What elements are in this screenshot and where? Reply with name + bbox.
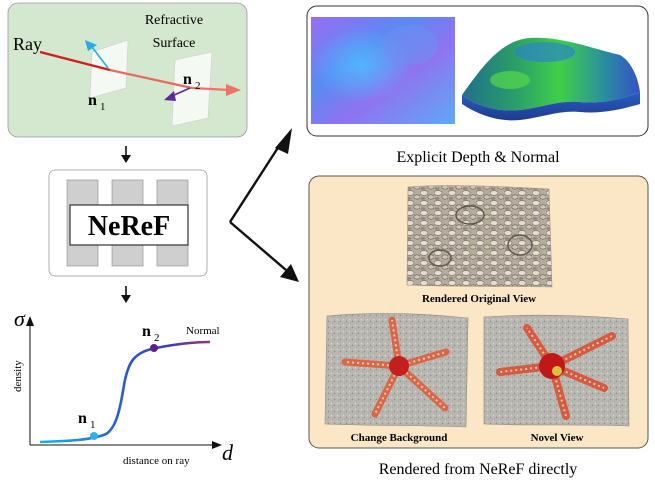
rendered-panel: Rendered Original View Change Background… [308,175,649,449]
density-point-n1 [90,432,98,440]
model-name-box [69,204,189,246]
exit-ray [191,86,231,92]
n1-label: n [88,92,97,109]
n2-subscript: 2 [195,80,201,92]
n2-label: n [183,71,192,88]
density-point-n2 [150,344,158,352]
ray-label: Ray [13,34,42,54]
starfish-1-center [389,356,409,376]
starfish-2-arms [496,324,616,420]
d-symbol: d [222,440,234,465]
change-background-caption: Change Background [351,432,448,444]
starfish-2 [496,324,616,420]
starfish-2-center [539,353,565,379]
normal-1-arrow [91,46,109,69]
normal-1-arrowhead [85,40,97,51]
refraction-panel: Refractive Surface Ray n 1 n 2 [7,2,248,138]
normal-map-patch [382,25,438,65]
incident-ray [39,50,111,72]
explicit-caption: Explicit Depth & Normal [396,149,560,166]
x-axis-arrowhead [212,441,222,449]
y-axis-label: density [12,360,24,392]
density-plot: σ d density distance on ray n 1 n 2 Norm… [12,306,234,467]
pebble-distortion-3 [428,249,452,267]
arrow-to-plot-head [121,295,131,303]
normal-2-arrowhead [164,91,176,101]
starfish-2-highlight [552,366,562,376]
n1-subscript: 1 [100,101,106,113]
pebble-distortion-1 [455,205,485,225]
rendered-caption: Rendered from NeReF directly [379,461,578,478]
branch-arrows [228,128,299,282]
refractive-surface-title-line2: Surface [153,36,196,51]
original-view-image [406,185,553,288]
normal-2-arrow [171,87,191,97]
arrow-to-model-head [121,155,131,163]
density-curve [39,340,211,444]
depth-terrain-peak [490,71,530,89]
depth-terrain-side [462,92,640,121]
plot-n2-subscript: 2 [154,332,160,344]
neref-model-block: NeReF [48,169,208,277]
normal-curve-label: Normal [186,325,220,337]
arrow-to-rendered [229,221,287,271]
pebble-distortion-2 [507,234,533,256]
plot-n1-subscript: 1 [90,419,96,431]
depth-terrain-surface [462,37,640,111]
sigma-symbol: σ [14,306,26,331]
refracted-ray [109,68,193,90]
explicit-panel: Explicit Depth & Normal [306,5,649,166]
model-name: NeReF [88,211,170,242]
arrow-to-explicit [228,142,283,223]
plot-n1-label: n [78,410,87,427]
x-axis-label: distance on ray [123,455,190,467]
refractive-surface-title-line1: Refractive [145,13,203,28]
novel-view-caption: Novel View [531,432,584,444]
original-view-caption: Rendered Original View [422,293,536,305]
y-axis-arrowhead [26,316,34,326]
arrow-to-rendered-head [280,264,299,282]
ray-arrowhead [226,84,241,96]
starfish-1 [341,316,450,418]
arrow-to-explicit-head [275,128,292,154]
starfish-1-arm-texture [344,319,447,415]
depth-terrain-valley [515,42,575,62]
normal-map-highlight [311,17,455,124]
plot-n2-label: n [142,323,151,340]
